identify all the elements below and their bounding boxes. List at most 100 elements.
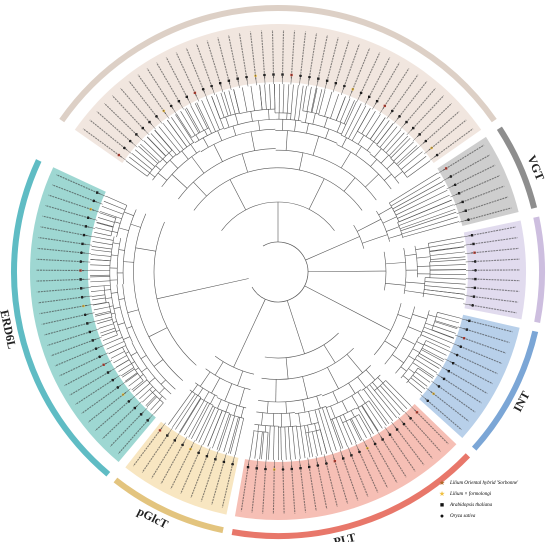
internal-node-arc — [322, 379, 355, 397]
branch — [264, 84, 267, 110]
branch — [116, 329, 120, 332]
branch — [168, 152, 174, 158]
internal-node-arc — [422, 289, 425, 298]
branch — [400, 211, 457, 232]
gene-label-mark — [48, 194, 95, 211]
branch — [410, 377, 426, 390]
internal-node-arc — [369, 153, 384, 166]
branch — [91, 249, 112, 253]
branch — [380, 385, 404, 412]
internal-node-arc — [369, 374, 381, 385]
branch — [139, 386, 154, 400]
branch — [355, 146, 362, 156]
branch — [273, 426, 275, 460]
branch — [268, 425, 271, 460]
branch — [162, 158, 168, 164]
family-label-stp: STP — [267, 0, 289, 1]
gene-label-mark — [137, 74, 167, 115]
branch — [92, 297, 106, 301]
gene-label-mark — [430, 391, 469, 422]
branch — [257, 424, 259, 432]
branch — [179, 398, 202, 433]
gene-label-mark — [175, 52, 197, 97]
internal-node-arc — [304, 422, 319, 426]
gene-label-mark — [151, 437, 178, 479]
branch — [417, 367, 434, 379]
branch — [325, 406, 342, 450]
branch — [266, 401, 269, 414]
branch — [266, 432, 269, 460]
branch — [425, 340, 449, 352]
branch — [250, 111, 253, 122]
branch — [128, 376, 141, 387]
gene-label-mark — [451, 164, 496, 187]
branch — [312, 431, 318, 456]
internal-node-arc — [183, 150, 201, 164]
branch — [171, 174, 188, 189]
branch — [398, 204, 454, 226]
branch — [118, 249, 125, 251]
family-arc-tmt — [533, 216, 545, 323]
branch — [135, 247, 156, 252]
branch — [423, 326, 454, 339]
branch — [153, 359, 164, 367]
branch — [230, 417, 241, 454]
gene-label-mark — [410, 95, 445, 131]
branch — [299, 152, 304, 171]
internal-node-arc — [318, 114, 337, 121]
gene-label-mark — [350, 47, 371, 93]
internal-node-arc — [133, 367, 138, 373]
internal-node-arc — [211, 148, 276, 169]
branch — [412, 362, 435, 378]
branch — [367, 141, 374, 151]
branch — [417, 355, 440, 369]
gene-label-mark — [464, 207, 512, 222]
internal-node-arc — [121, 205, 128, 219]
internal-node-arc — [275, 149, 330, 162]
internal-node-arc — [410, 337, 420, 352]
branch — [394, 171, 403, 179]
gene-label-mark — [75, 377, 116, 405]
gene-label-mark — [185, 47, 206, 93]
gene-label-mark — [196, 43, 214, 90]
branch — [314, 423, 317, 431]
branch — [202, 408, 219, 445]
gene-label-mark — [469, 304, 517, 314]
branch — [237, 370, 244, 386]
branch — [285, 357, 289, 379]
gene-label-mark — [271, 30, 275, 79]
branch — [401, 216, 458, 235]
branch — [330, 405, 336, 419]
branch — [385, 282, 406, 286]
branch — [407, 160, 430, 178]
internal-node-arc — [302, 110, 312, 113]
branch — [234, 113, 239, 125]
branch — [204, 129, 208, 136]
branch — [392, 181, 443, 210]
branch — [378, 207, 392, 216]
gene-label-mark — [471, 247, 519, 254]
branch — [162, 123, 184, 150]
branch — [431, 329, 455, 339]
gene-label-mark — [39, 304, 87, 315]
internal-node-arc — [147, 169, 153, 177]
gene-label-mark — [217, 37, 231, 85]
branch — [429, 259, 466, 263]
branch — [239, 387, 245, 407]
branch — [228, 90, 236, 115]
label-band-pglct — [125, 421, 239, 515]
internal-node-arc — [152, 165, 165, 181]
label-band-erd6l — [30, 167, 156, 462]
gene-label-mark — [40, 226, 88, 237]
gene-label-mark — [282, 465, 285, 514]
branch — [179, 397, 202, 433]
internal-node-arc — [195, 382, 206, 391]
branch — [181, 150, 189, 160]
branch — [380, 154, 389, 164]
internal-node-arc — [336, 144, 365, 162]
branch — [125, 373, 138, 383]
branch — [198, 407, 216, 443]
branch — [306, 86, 312, 112]
legend-item-sorbonne: ★ Lilium Oriental hybrid 'Sorbonne' — [438, 478, 518, 489]
